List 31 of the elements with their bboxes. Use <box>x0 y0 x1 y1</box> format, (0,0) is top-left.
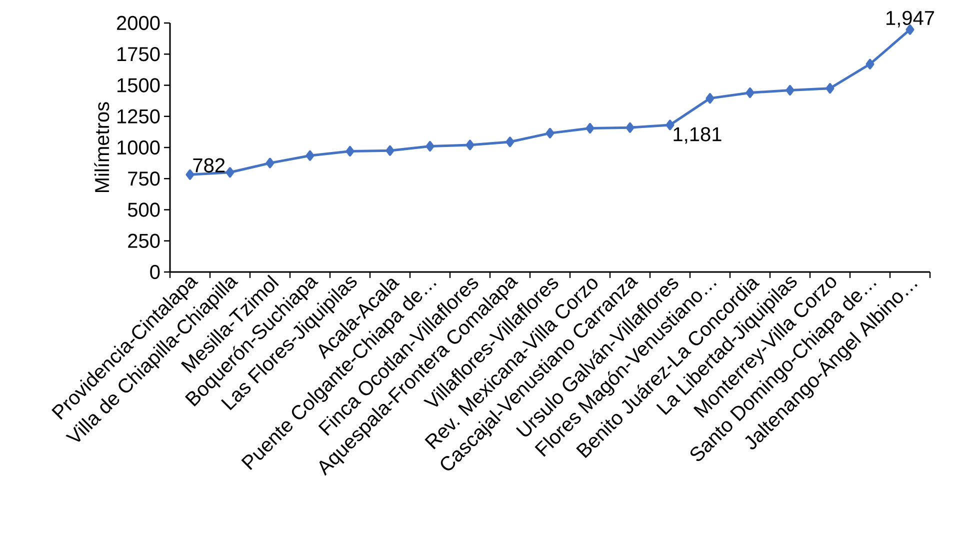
y-tick-label: 1500 <box>118 78 160 92</box>
point <box>186 169 194 180</box>
point <box>506 136 514 148</box>
point <box>426 141 434 152</box>
point <box>746 87 754 98</box>
data-label: 782 <box>193 158 225 172</box>
point <box>866 58 874 70</box>
point <box>266 158 274 168</box>
y-tick-label: 250 <box>128 234 160 248</box>
y-tick-label: 750 <box>128 172 160 186</box>
y-tick-label: 500 <box>128 202 160 217</box>
data-label: 1,947 <box>886 10 934 28</box>
y-tick-label: 1000 <box>118 140 160 155</box>
y-axis-title: Milímetros <box>94 102 110 192</box>
point <box>826 83 834 94</box>
y-tick-label: 1750 <box>118 47 160 62</box>
point <box>346 146 354 156</box>
y-tick-label: 1250 <box>118 109 160 124</box>
point <box>666 120 674 130</box>
point <box>706 93 714 104</box>
point <box>626 122 634 133</box>
point <box>546 128 554 138</box>
point <box>306 150 314 161</box>
data-label: 1,181 <box>674 127 722 144</box>
y-tick-label: 0 <box>150 264 160 280</box>
point <box>786 84 794 96</box>
point <box>466 140 474 150</box>
point <box>226 167 234 178</box>
point <box>386 145 394 156</box>
point <box>586 122 594 134</box>
y-tick-label: 2000 <box>116 16 160 30</box>
